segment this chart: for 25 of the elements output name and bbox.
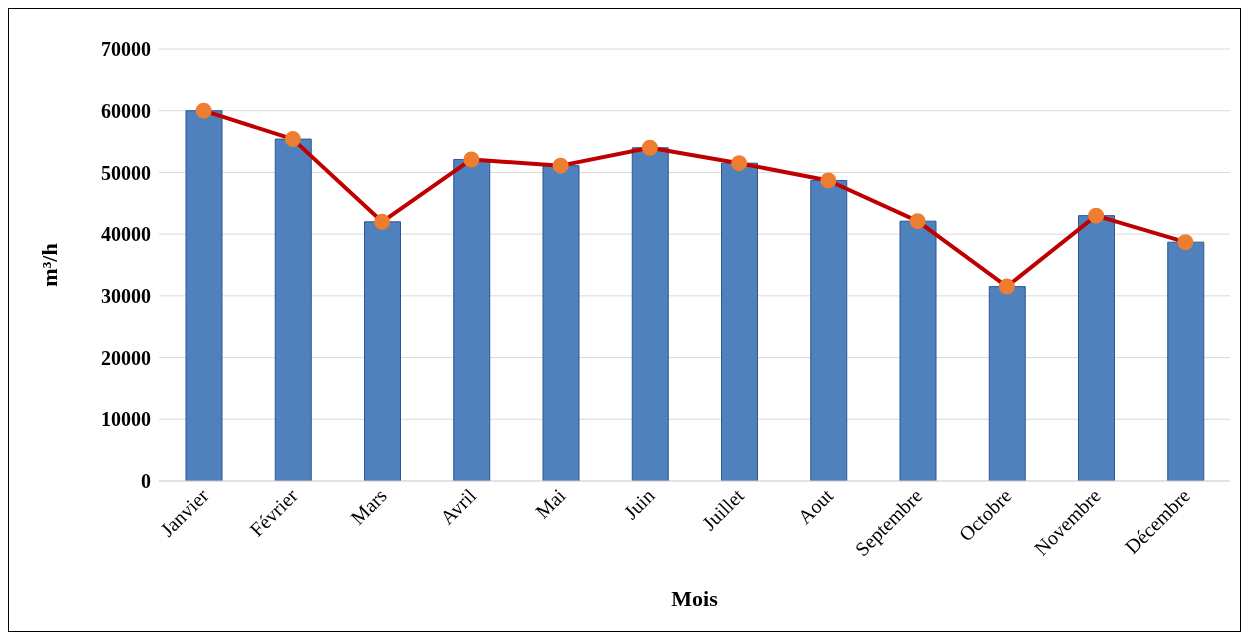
x-tick-label: Aout	[793, 483, 838, 529]
bar	[631, 147, 669, 481]
x-axis-title: Mois	[671, 586, 719, 611]
bar	[899, 220, 937, 481]
bar	[453, 158, 491, 481]
y-tick-label: 20000	[101, 346, 151, 369]
y-tick-label: 60000	[101, 99, 151, 122]
bar	[185, 110, 223, 481]
bar	[810, 179, 848, 481]
y-tick-label: 40000	[101, 223, 151, 246]
y-tick-label: 0	[141, 470, 151, 493]
bar	[364, 221, 401, 481]
y-axis-title: m³/h	[36, 243, 62, 287]
y-tick-label: 10000	[101, 408, 151, 431]
bar	[988, 286, 1026, 481]
bar	[1078, 215, 1115, 481]
y-tick-label: 50000	[101, 161, 151, 184]
y-tick-label: 30000	[101, 284, 151, 307]
y-tick-label: 70000	[101, 38, 151, 61]
x-tick-label: Juin	[619, 484, 659, 524]
bar	[542, 165, 580, 481]
bar	[1167, 241, 1205, 481]
bar	[721, 162, 758, 481]
x-tick-label: Mai	[531, 483, 570, 523]
bar	[274, 138, 312, 481]
